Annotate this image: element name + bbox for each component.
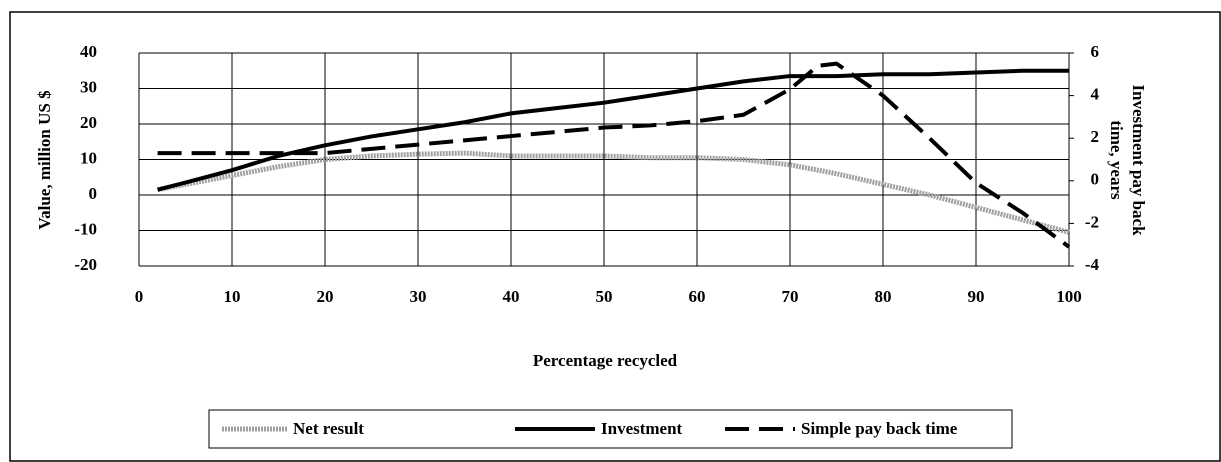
legend-box: [208, 409, 1013, 449]
y2-tick-label: 4: [1091, 85, 1100, 104]
y-tick-label: 0: [89, 184, 98, 203]
legend-label: Simple pay back time: [801, 419, 958, 438]
x-tick-label: 0: [135, 287, 144, 306]
x-tick-label: 50: [596, 287, 613, 306]
y-tick-label: 20: [80, 113, 97, 132]
y2-axis-label: time, years: [1107, 120, 1126, 200]
y2-tick-label: 2: [1091, 127, 1100, 146]
chart-frame: [9, 11, 1221, 462]
legend-label: Net result: [293, 419, 364, 438]
x-tick-label: 90: [968, 287, 985, 306]
x-tick-label: 20: [317, 287, 334, 306]
y2-tick-label: 6: [1091, 42, 1100, 61]
x-axis-label: Percentage recycled: [533, 351, 678, 370]
x-tick-label: 40: [503, 287, 520, 306]
x-tick-label: 80: [875, 287, 892, 306]
y-tick-label: -20: [74, 255, 97, 274]
y2-tick-label: -2: [1085, 212, 1099, 231]
series-line: [157, 61, 1071, 249]
series-line: [157, 68, 1069, 192]
legend-label: Investment: [601, 419, 683, 438]
y-tick-label: 10: [80, 148, 97, 167]
x-tick-label: 70: [782, 287, 799, 306]
series-line: [157, 150, 1070, 235]
x-tick-label: 60: [689, 287, 706, 306]
y2-tick-label: 0: [1091, 170, 1100, 189]
y-tick-label: 40: [80, 42, 97, 61]
y2-tick-label: -4: [1085, 255, 1100, 274]
x-tick-label: 30: [410, 287, 427, 306]
y-tick-label: -10: [74, 219, 97, 238]
y-axis-label: Value, million US $: [35, 90, 54, 230]
y-tick-label: 30: [80, 77, 97, 96]
y2-axis-label: Investment pay back: [1129, 84, 1148, 236]
x-tick-label: 10: [224, 287, 241, 306]
x-tick-label: 100: [1056, 287, 1082, 306]
